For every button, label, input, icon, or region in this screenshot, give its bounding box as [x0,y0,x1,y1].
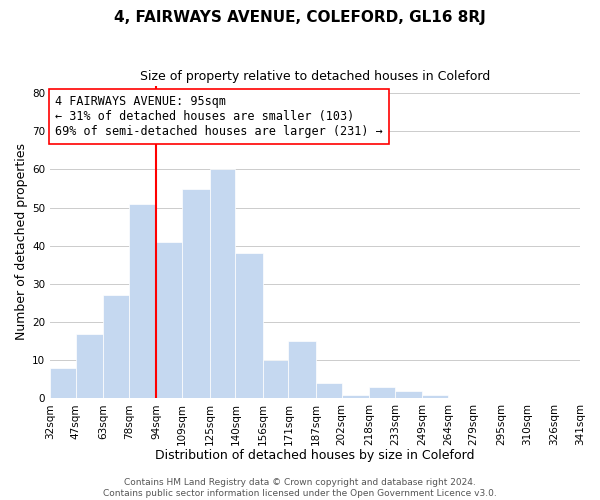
Bar [316,383,341,398]
Title: Size of property relative to detached houses in Coleford: Size of property relative to detached ho… [140,70,490,83]
Bar [289,341,316,398]
Bar [103,296,129,399]
Bar [369,387,395,398]
Bar [395,390,422,398]
Bar [235,254,263,398]
Text: 4 FAIRWAYS AVENUE: 95sqm
← 31% of detached houses are smaller (103)
69% of semi-: 4 FAIRWAYS AVENUE: 95sqm ← 31% of detach… [55,95,383,138]
Text: 4, FAIRWAYS AVENUE, COLEFORD, GL16 8RJ: 4, FAIRWAYS AVENUE, COLEFORD, GL16 8RJ [114,10,486,25]
Y-axis label: Number of detached properties: Number of detached properties [15,144,28,340]
Bar [209,170,235,398]
Bar [129,204,157,398]
Bar [76,334,103,398]
Bar [50,368,76,398]
Bar [263,360,289,399]
Bar [422,394,448,398]
Bar [182,188,209,398]
Bar [157,242,182,398]
Bar [341,394,369,398]
Text: Contains HM Land Registry data © Crown copyright and database right 2024.
Contai: Contains HM Land Registry data © Crown c… [103,478,497,498]
X-axis label: Distribution of detached houses by size in Coleford: Distribution of detached houses by size … [155,450,475,462]
